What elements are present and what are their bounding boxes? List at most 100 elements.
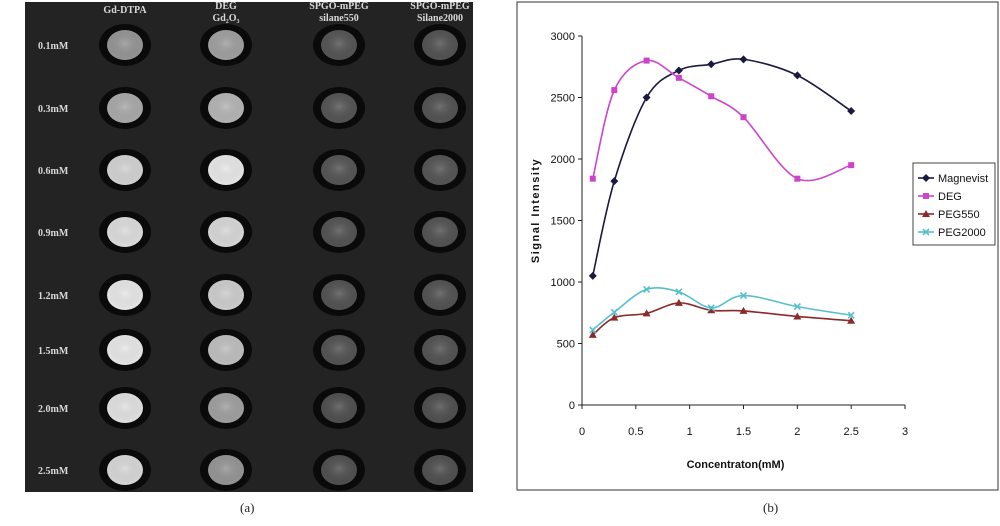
data-point-deg (643, 57, 650, 64)
legend-marker-peg2000 (922, 228, 930, 236)
data-point-peg2000 (589, 326, 597, 334)
x-tick-label: 0 (579, 426, 585, 438)
data-point-peg2000 (610, 308, 618, 316)
column-label: DEG (215, 1, 237, 12)
panel-b: 0 500 1000 1500 2000 2500 3000 0 0.5 1 1.5 2 2.5 3 Con… (515, 0, 1000, 521)
column-label: Silane2000 (417, 13, 463, 24)
data-point-peg2000 (643, 285, 651, 293)
row-label: 1.2mM (38, 291, 69, 302)
signal-intensity-chart: 0 500 1000 1500 2000 2500 3000 0 0.5 1 1.5 2 2.5 3 Con… (516, 1, 999, 491)
legend-marker-deg (923, 193, 929, 199)
phantom-spot (414, 87, 466, 129)
phantom-spot (313, 24, 365, 66)
x-tick-label: 0.5 (628, 426, 643, 438)
phantom-spot (200, 449, 252, 491)
series-deg (589, 57, 855, 182)
phantom-spot (99, 24, 151, 66)
panel-b-caption: (b) (763, 500, 779, 515)
row-label: 2.0mM (38, 404, 69, 415)
data-point-peg550 (793, 312, 802, 320)
legend-marker-magnevist (922, 174, 930, 182)
phantom-spot (200, 24, 252, 66)
data-point-deg (675, 74, 682, 81)
y-axis-title: Signal Intensity (530, 158, 542, 263)
data-point-peg550 (674, 298, 683, 306)
y-tick-label: 2500 (551, 93, 575, 105)
legend-label: PEG550 (938, 209, 980, 221)
phantom-spot (414, 329, 466, 371)
row-label: 2.5mM (38, 466, 69, 477)
x-tick-label: 1 (687, 426, 693, 438)
series-peg550 (588, 298, 856, 338)
panel-a-caption: (a) (240, 500, 255, 515)
data-point-peg550 (847, 316, 856, 324)
phantom-spot (99, 149, 151, 191)
phantom-spot (313, 329, 365, 371)
y-tick-label: 3000 (551, 31, 575, 43)
legend-item-magnevist: Magnevist (918, 173, 988, 185)
data-point-deg (848, 162, 855, 169)
phantom-spot (200, 211, 252, 253)
phantom-spot (99, 87, 151, 129)
phantom-spot (200, 387, 252, 429)
data-point-deg (611, 87, 618, 94)
mri-phantom-image: Gd-DTPA DEGGd₂O₃SPGO-mPEGsilane550SPGO-mP… (0, 0, 490, 521)
phantom-spot (99, 449, 151, 491)
column-label: SPGO-mPEG (309, 1, 369, 12)
phantom-spot (313, 449, 365, 491)
phantom-spot (414, 387, 466, 429)
data-point-peg2000 (793, 303, 801, 311)
x-tick-label: 3 (902, 426, 908, 438)
data-point-peg550 (642, 309, 651, 317)
y-tick-label: 500 (557, 339, 575, 351)
data-point-peg550 (707, 306, 716, 314)
phantom-spot (313, 87, 365, 129)
data-point-deg (740, 114, 747, 121)
row-label: 1.5mM (38, 346, 69, 357)
row-label: 0.6mM (38, 166, 69, 177)
data-point-magnevist (588, 271, 597, 280)
data-point-peg550 (610, 313, 619, 321)
y-tick-label: 1500 (551, 216, 575, 228)
phantom-spot (200, 149, 252, 191)
column-label: silane550 (319, 13, 358, 24)
y-tick-label: 1000 (551, 277, 575, 289)
phantom-spot (99, 274, 151, 316)
phantom-spot (200, 329, 252, 371)
x-tick-label: 2 (794, 426, 800, 438)
x-tick-label: 1.5 (736, 426, 751, 438)
phantom-spot (414, 24, 466, 66)
legend-label: PEG2000 (938, 227, 986, 239)
data-point-magnevist (610, 177, 619, 186)
row-label: 0.1mM (38, 41, 69, 52)
phantom-spot (200, 274, 252, 316)
phantom-spot (414, 211, 466, 253)
data-point-magnevist (847, 107, 856, 116)
data-point-magnevist (739, 55, 748, 64)
phantom-spot (313, 211, 365, 253)
phantom-spot (313, 274, 365, 316)
data-point-magnevist (674, 66, 683, 75)
x-tick-label: 2.5 (844, 426, 859, 438)
phantom-spot (414, 274, 466, 316)
chart-frame (516, 1, 999, 491)
panel-a: Gd-DTPA DEG Gd₂O₃ SPGO-mPEG silane550 SPGO-mP… (0, 0, 490, 521)
data-point-peg550 (739, 306, 748, 314)
y-tick-label: 0 (569, 400, 575, 412)
phantom-spot (200, 87, 252, 129)
phantom-spot (99, 387, 151, 429)
data-point-magnevist (793, 71, 802, 80)
phantom-spot (99, 211, 151, 253)
phantom-spot (414, 149, 466, 191)
series-peg2000 (589, 285, 855, 334)
legend-item-peg2000: PEG2000 (918, 227, 986, 239)
data-point-magnevist (642, 93, 651, 102)
row-label: 0.9mM (38, 228, 69, 239)
legend-label: Magnevist (938, 173, 988, 185)
phantom-spot (99, 329, 151, 371)
phantom-spot (313, 387, 365, 429)
data-point-deg (589, 175, 596, 182)
column-label: Gd-DTPA (103, 5, 147, 16)
legend-item-deg: DEG (918, 191, 962, 203)
data-point-magnevist (707, 60, 716, 69)
